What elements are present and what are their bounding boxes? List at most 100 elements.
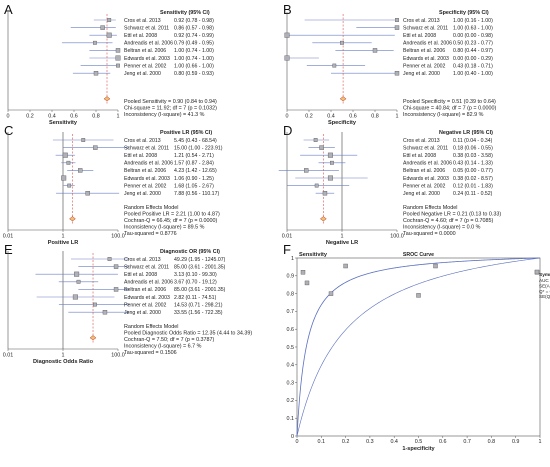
study-name: Jeng et al. 2000 [124,71,161,77]
x-tick-label: 0.01 [3,234,14,240]
sroc-x-tick-label: 0.8 [488,439,496,445]
study-name: Andreadis et al. 2006 [124,41,173,47]
sroc-curve-plot: 0 0.1 0.2 0.3 0.4 0.5 0.6 0.7 0.8 0.9 1 0 0.1 0.2 0.3 0… [287,252,550,452]
study-estimate-marker [78,168,83,173]
pooled-diamond [319,216,327,222]
study-value: 0.43 (0.18 - 0.71) [453,63,493,69]
study-value: 4.23 (1.42 - 12.65) [174,168,217,174]
x-tick-label: 0.01 [282,234,293,240]
sroc-study-point [343,263,348,269]
study-value: 1.00 (0.40 - 1.00) [453,71,493,77]
sroc-y-tick-label: 0.4 [287,363,295,369]
study-estimate-marker [92,40,97,45]
sroc-y-tick-label: 0.3 [287,380,295,386]
study-estimate-marker [102,310,108,315]
sroc-study-point [328,291,334,296]
study-name: Ettl et al. 2008 [124,272,157,278]
forest-plot-diagnostic-or: 0.01 1 100.0 Diagnostic Odds Ratio Diagnosti… [3,249,253,365]
x-tick-label: 100.0 [111,234,125,240]
study-value: 0.05 (0.00 - 0.77) [453,168,493,174]
study-value: 1.57 (0.87 - 2.84) [174,161,214,167]
study-name: Andreadis et al. 2006 [124,161,173,167]
panel-letter-e: E [4,242,13,257]
summary-line: Pooled Negative LR = 0.21 (0.13 to 0.33) [403,211,501,217]
summary-line: Tau-squared = 0.8776 [124,231,177,237]
summary-line: Chi-square = 40.84; df = 7 (p = 0.0000) [403,105,497,111]
study-estimate-marker [62,152,68,158]
sroc-curve [296,257,541,437]
summary-line: Pooled Diagnostic Odds Ratio = 12.35 (4.… [124,330,252,336]
x-tick-label: 1 [117,114,120,120]
study-value: 0.00 (0.00 - 0.98) [453,33,493,39]
sroc-study-point [534,269,540,275]
study-value: 33.55 (1.56 - 722.35) [174,310,223,316]
sroc-x-axis-label: 1-specificity [402,446,435,452]
panel-letter-f: F [283,242,291,257]
sroc-x-tick-label: 1 [539,439,542,445]
study-name: Beltran et al. 2006 [403,168,445,174]
study-value: 5.45 (0.43 - 68.54) [174,138,217,144]
study-name: Edwards et al. 2003 [403,56,449,62]
study-value: 15.00 (1.00 - 223.91) [174,145,223,151]
sroc-y-axis-label: Sensitivity [299,252,328,258]
sroc-study-point [300,270,306,275]
sroc-title: SROC Curve [403,252,434,258]
ci-arrow [126,310,130,314]
study-value: 2.82 (0.11 - 74.51) [174,295,217,301]
x-tick-label: 0.4 [48,114,56,120]
x-axis-label: Sensitivity [49,120,78,126]
study-name: Ettl et al. 2008 [403,153,436,159]
study-value: 0.11 (0.04 - 0.34) [453,138,493,144]
x-tick-label: 100.0 [111,353,125,359]
study-name: Cros et al. 2013 [403,138,440,144]
sroc-legend-line: SE(AUC) = 0.0484 [539,283,550,288]
ci-arrow [126,264,130,269]
sroc-legend-line: Q* = 0.8339 [539,289,550,294]
sroc-x-tick-label: 0 [296,439,299,445]
summary-line: Pooled Specificity = 0.51 (0.39 to 0.64) [403,99,496,105]
study-value: 0.86 (0.57 - 0.98) [174,25,214,31]
study-estimate-marker [115,48,121,53]
x-axis-label: Diagnostic Odds Ratio [33,359,94,365]
x-tick-label: 0.2 [305,114,313,120]
study-name: Edwards et al. 2003 [124,176,170,182]
study-estimate-marker [372,48,378,53]
study-name: Schwarz et al. 2011 [124,264,169,270]
summary-line: Random Effects Model [403,205,457,211]
study-name: Ettl et al. 2008 [124,33,157,39]
summary-line: Tau-squared = 0.1506 [124,350,177,356]
study-value: 0.92 (0.78 - 0.98) [174,18,214,24]
study-estimate-marker [332,63,337,68]
study-estimate-marker [113,287,119,292]
study-estimate-marker [394,25,400,30]
study-value: 0.80 (0.44 - 0.97) [453,48,493,54]
summary-line: Chi-square = 11.92; df = 7 (p = 0.1032) [124,105,217,111]
panel-letter-c: C [4,123,13,138]
study-name: Cros et al. 2013 [403,18,440,24]
study-estimate-marker [93,70,99,76]
study-estimate-marker [327,152,333,158]
study-name: Cros et al. 2013 [124,138,161,144]
sroc-y-tick-label: 0.9 [287,274,295,280]
x-tick-label: 0.6 [70,114,78,120]
study-value: 1.00 (0.66 - 1.00) [174,63,214,69]
study-name: Andreadis et al. 2006 [403,161,452,167]
study-value: 1.00 (0.74 - 1.00) [174,48,214,54]
summary-line: Cochran-Q = 7.50; df = 7 (p = 0.3787) [124,337,215,343]
x-tick-label: 0.8 [92,114,100,120]
sroc-y-tick-label: 0 [291,434,294,440]
pooled-diamond [69,216,76,222]
study-estimate-marker [93,145,98,150]
study-name: Ettl et al. 2008 [403,33,436,39]
x-tick-label: 0 [7,114,10,120]
x-tick-label: 1 [341,234,344,240]
study-estimate-marker [93,302,97,307]
study-estimate-marker [340,40,344,45]
study-value: 1.68 (1.05 - 2.67) [174,183,214,189]
ci-arrow [126,302,130,307]
summary-line: Pooled Positive LR = 2.21 (1.00 to 4.87) [124,211,220,217]
study-name: Jeng et al. 2000 [403,191,440,197]
study-value: 0.12 (0.01 - 1.83) [453,183,493,189]
sroc-x-tick-label: 0.9 [512,439,520,445]
